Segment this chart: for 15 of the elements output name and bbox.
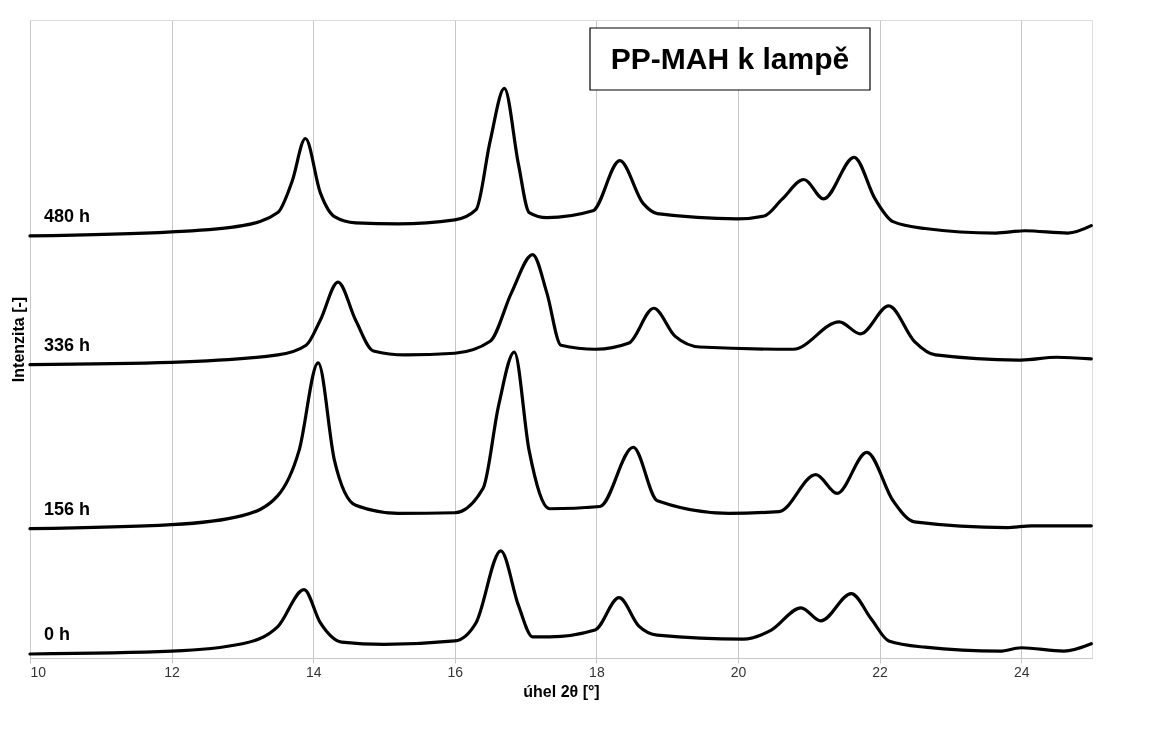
series-label: 0 h [44, 624, 71, 645]
chart-title: PP-MAH k lampě [610, 42, 850, 75]
series-label: 336 h [44, 334, 91, 355]
x-tick-label: 10 [30, 663, 47, 680]
x-tick-label: 24 [1013, 663, 1030, 680]
x-tick-label: 12 [164, 663, 181, 680]
x-axis-title: úhel 2θ [°] [523, 682, 600, 700]
x-tick-label: 14 [305, 663, 322, 680]
x-tick-label: 16 [447, 663, 464, 680]
x-tick-label: 18 [589, 663, 605, 680]
x-tick-label: 22 [872, 663, 889, 680]
x-tick-label: 20 [730, 663, 747, 680]
y-axis-title: Intenzita [-] [9, 296, 27, 383]
series-label: 156 h [44, 498, 91, 519]
series-label: 480 h [44, 205, 91, 226]
